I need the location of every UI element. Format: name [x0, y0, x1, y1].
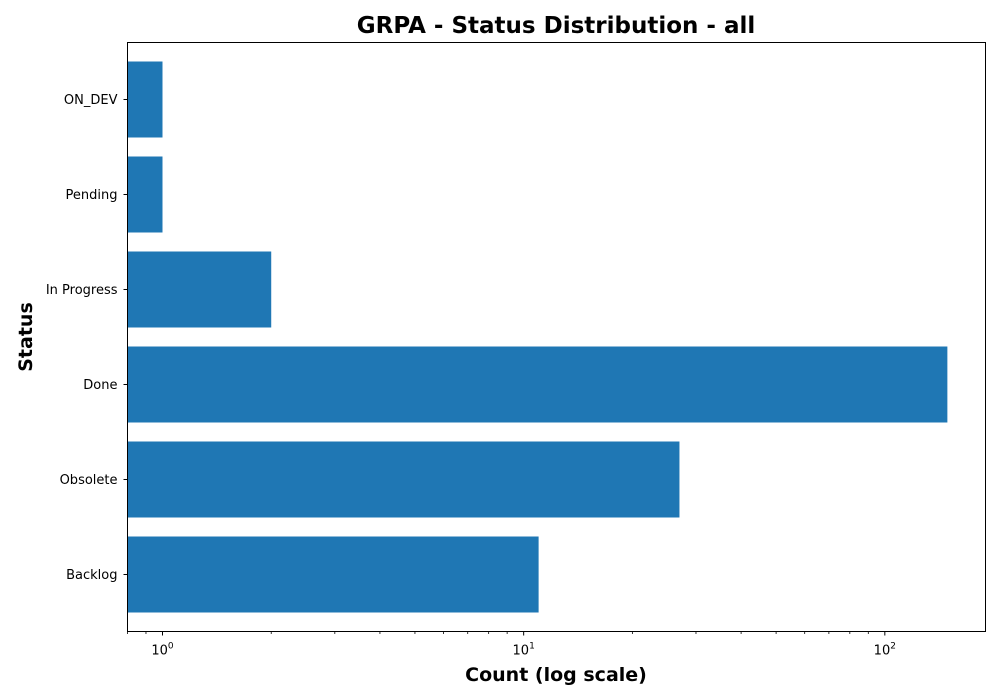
x-tick-label-base: 10: [513, 644, 530, 659]
y-axis-ticks: Backlog Obsolete Done In Progress Pending ON_…: [46, 93, 128, 583]
x-tick-label: 101: [513, 642, 535, 659]
chart-title: GRPA - Status Distribution - all: [357, 13, 755, 39]
y-tick-label: Done: [83, 378, 117, 393]
y-tick-label: Backlog: [66, 568, 117, 583]
y-tick-label: Pending: [66, 188, 118, 203]
x-tick-label-base: 10: [151, 644, 168, 659]
x-axis-ticks: 100 101 102: [127, 631, 896, 659]
y-tick-label: Obsolete: [60, 473, 118, 488]
x-tick-label-exponent: 2: [890, 642, 896, 652]
x-tick-label-base: 10: [874, 644, 891, 659]
bars-group: [127, 61, 948, 613]
x-tick-label-exponent: 0: [168, 642, 174, 652]
bar-backlog: [127, 536, 539, 613]
plot-frame: [127, 42, 986, 632]
bar-obsolete: [127, 441, 680, 518]
y-tick-label: ON_DEV: [64, 93, 118, 108]
bar-done: [127, 346, 948, 423]
x-tick-label: 100: [151, 642, 174, 659]
x-axis-label: Count (log scale): [465, 664, 647, 686]
x-tick-label: 102: [874, 642, 896, 659]
bar-on-dev: [127, 61, 163, 138]
bar-pending: [127, 156, 163, 233]
bar-in-progress: [127, 251, 272, 328]
y-tick-label: In Progress: [46, 283, 118, 298]
y-axis-label: Status: [15, 302, 37, 372]
x-tick-label-exponent: 1: [529, 642, 535, 652]
